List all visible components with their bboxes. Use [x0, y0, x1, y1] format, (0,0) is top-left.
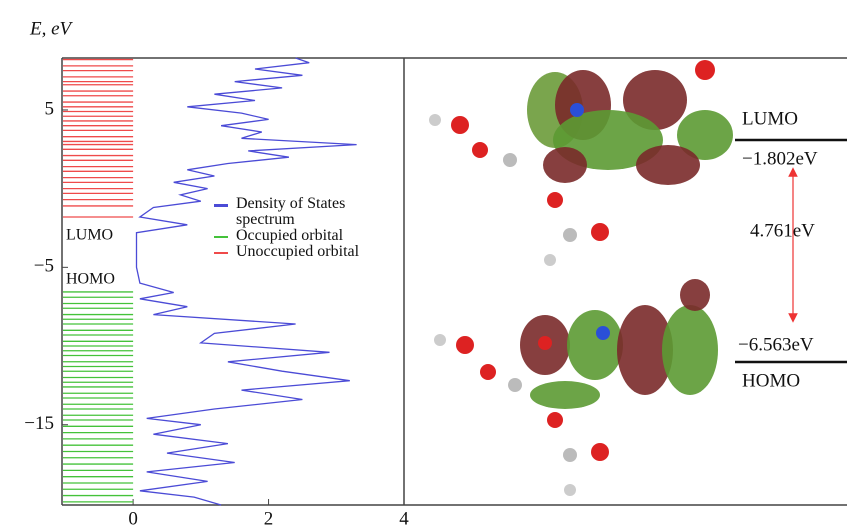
homo-label: HOMO: [742, 370, 800, 391]
x-tick-label: 2: [264, 508, 274, 529]
x-tick-label: 0: [128, 508, 138, 529]
legend: Density of States spectrum Occupied orbit…: [210, 196, 386, 260]
homo-orbital-picture: [434, 279, 718, 496]
y-tick-label: 5: [45, 98, 55, 119]
x-tick-label: 4: [399, 508, 409, 529]
legend-label: Density of States spectrum: [236, 195, 346, 228]
legend-swatch: [214, 236, 228, 238]
dos-curve: [135, 57, 357, 506]
legend-label: Occupied orbital: [236, 227, 344, 244]
legend-item: Unoccupied orbital: [210, 244, 386, 260]
legend-swatch: [214, 204, 228, 207]
homo-level-label: HOMO: [66, 271, 115, 288]
y-tick-label: −15: [24, 413, 54, 434]
y-axis-label: E, eV: [29, 18, 74, 39]
lumo-energy: −1.802eV: [742, 148, 818, 169]
legend-item: Density of States spectrum: [210, 196, 361, 228]
lumo-label: LUMO: [742, 108, 798, 129]
gap-value: 4.761eV: [750, 220, 815, 241]
y-tick-label: −5: [34, 256, 54, 277]
lumo-orbital-picture: [429, 60, 733, 266]
legend-item: Occupied orbital: [210, 228, 386, 244]
legend-swatch: [214, 252, 228, 254]
lumo-level-label: LUMO: [66, 227, 113, 244]
homo-energy: −6.563eV: [738, 334, 814, 355]
legend-label: Unoccupied orbital: [236, 243, 360, 260]
